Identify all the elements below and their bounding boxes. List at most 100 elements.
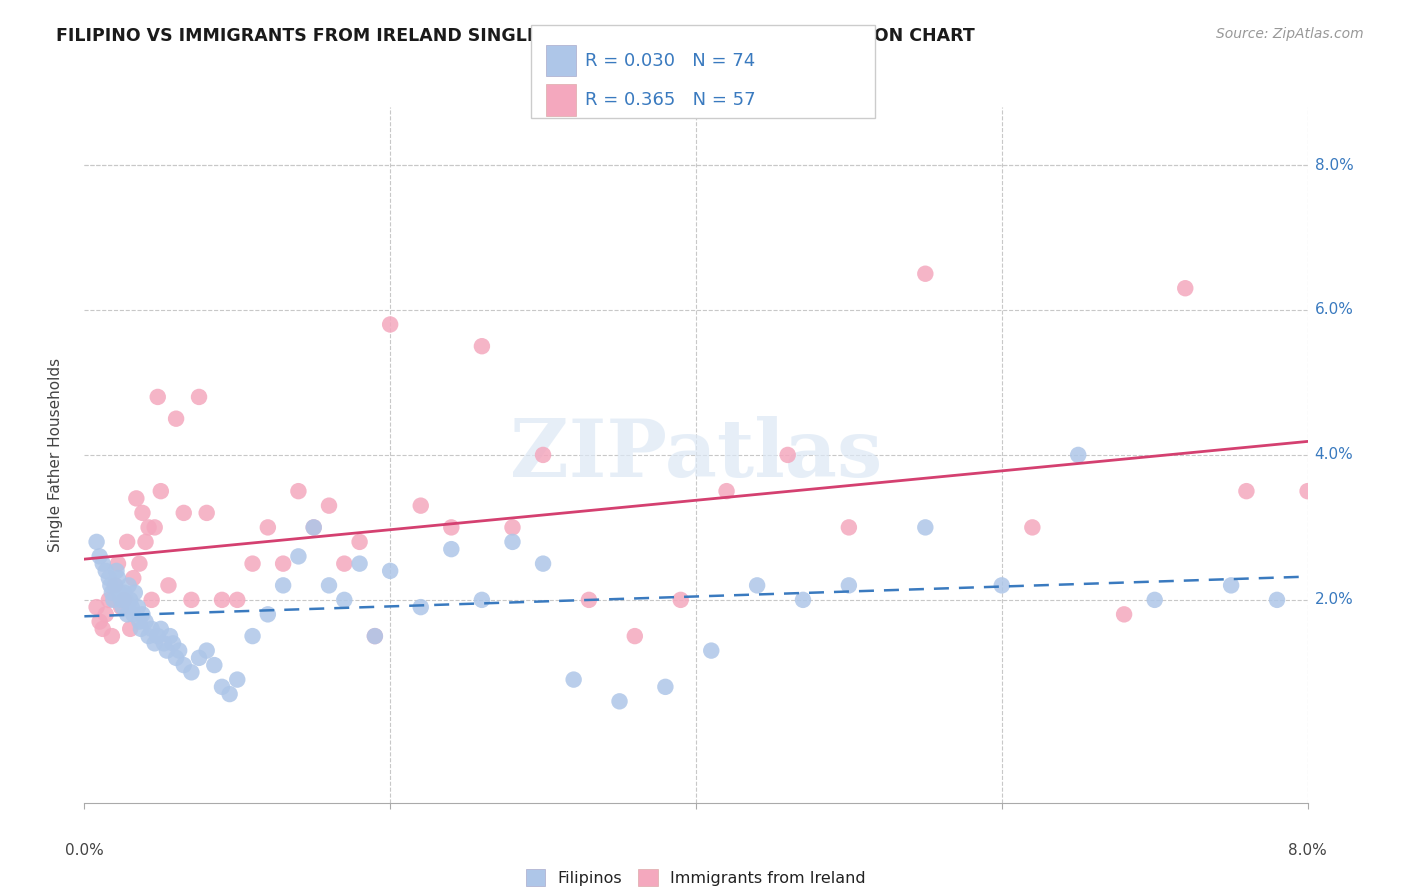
Text: 4.0%: 4.0% [1315,448,1354,462]
Point [838,520,860,534]
Point [471,592,494,607]
Y-axis label: Single Father Households: Single Father Households [48,358,63,552]
Text: 6.0%: 6.0% [1315,302,1354,318]
Point [157,578,180,592]
Point [1067,448,1090,462]
Text: ZIPatlas: ZIPatlas [510,416,882,494]
Point [654,680,676,694]
Point [111,600,134,615]
Point [173,506,195,520]
Point [143,636,166,650]
Point [149,484,172,499]
Point [1234,484,1257,499]
Point [91,622,114,636]
Point [1021,520,1043,534]
Point [98,578,121,592]
Point [110,592,132,607]
Point [104,578,127,592]
Text: 0.0%: 0.0% [65,843,104,858]
Text: R = 0.030   N = 74: R = 0.030 N = 74 [585,52,755,70]
Point [97,592,120,607]
Legend: Filipinos, Immigrants from Ireland: Filipinos, Immigrants from Ireland [520,863,872,892]
Point [122,607,145,622]
Point [129,622,152,636]
Point [914,520,936,534]
Point [120,622,142,636]
Point [271,557,294,571]
Point [159,629,181,643]
Point [226,592,249,607]
Point [440,542,463,557]
Point [115,607,138,622]
Point [409,499,432,513]
Point [118,578,141,592]
Point [89,615,111,629]
Point [101,629,124,643]
Point [609,694,631,708]
Point [105,564,128,578]
Point [1114,607,1136,622]
Point [120,592,142,607]
Point [914,267,936,281]
Point [131,506,153,520]
Point [562,673,585,687]
Point [202,658,225,673]
Point [531,448,554,462]
Point [108,585,131,599]
Point [287,484,309,499]
Point [112,585,135,599]
Point [380,564,402,578]
Point [107,571,129,585]
Point [195,643,218,657]
Point [838,578,860,592]
Point [138,520,160,534]
Text: 8.0%: 8.0% [1288,843,1327,858]
Point [226,673,249,687]
Point [211,680,233,694]
Point [257,607,280,622]
Point [501,534,523,549]
Point [302,520,325,534]
Point [146,390,169,404]
Point [165,651,187,665]
Point [127,600,149,615]
Point [188,390,211,404]
Point [143,520,166,534]
Point [121,600,143,615]
Point [211,592,233,607]
Point [1143,592,1166,607]
Point [173,658,195,673]
Point [131,607,153,622]
Point [135,615,157,629]
Point [141,622,163,636]
Point [364,629,387,643]
Point [94,607,117,622]
Point [380,318,402,332]
Point [167,643,190,657]
Point [257,520,280,534]
Text: FILIPINO VS IMMIGRANTS FROM IRELAND SINGLE FATHER HOUSEHOLDS CORRELATION CHART: FILIPINO VS IMMIGRANTS FROM IRELAND SING… [56,27,974,45]
Point [153,636,176,650]
Point [180,665,202,680]
Point [86,534,108,549]
Point [700,643,723,657]
Point [97,571,120,585]
Text: 8.0%: 8.0% [1315,158,1354,172]
Point [141,592,163,607]
Point [792,592,814,607]
Point [138,629,160,643]
Point [318,578,340,592]
Point [110,600,132,615]
Point [180,592,202,607]
Point [1296,484,1319,499]
Point [349,557,371,571]
Point [86,600,108,615]
Point [149,622,172,636]
Point [188,651,211,665]
Point [501,520,523,534]
Point [531,557,554,571]
Point [287,549,309,564]
Point [112,592,135,607]
Point [125,491,148,506]
Point [156,643,179,657]
